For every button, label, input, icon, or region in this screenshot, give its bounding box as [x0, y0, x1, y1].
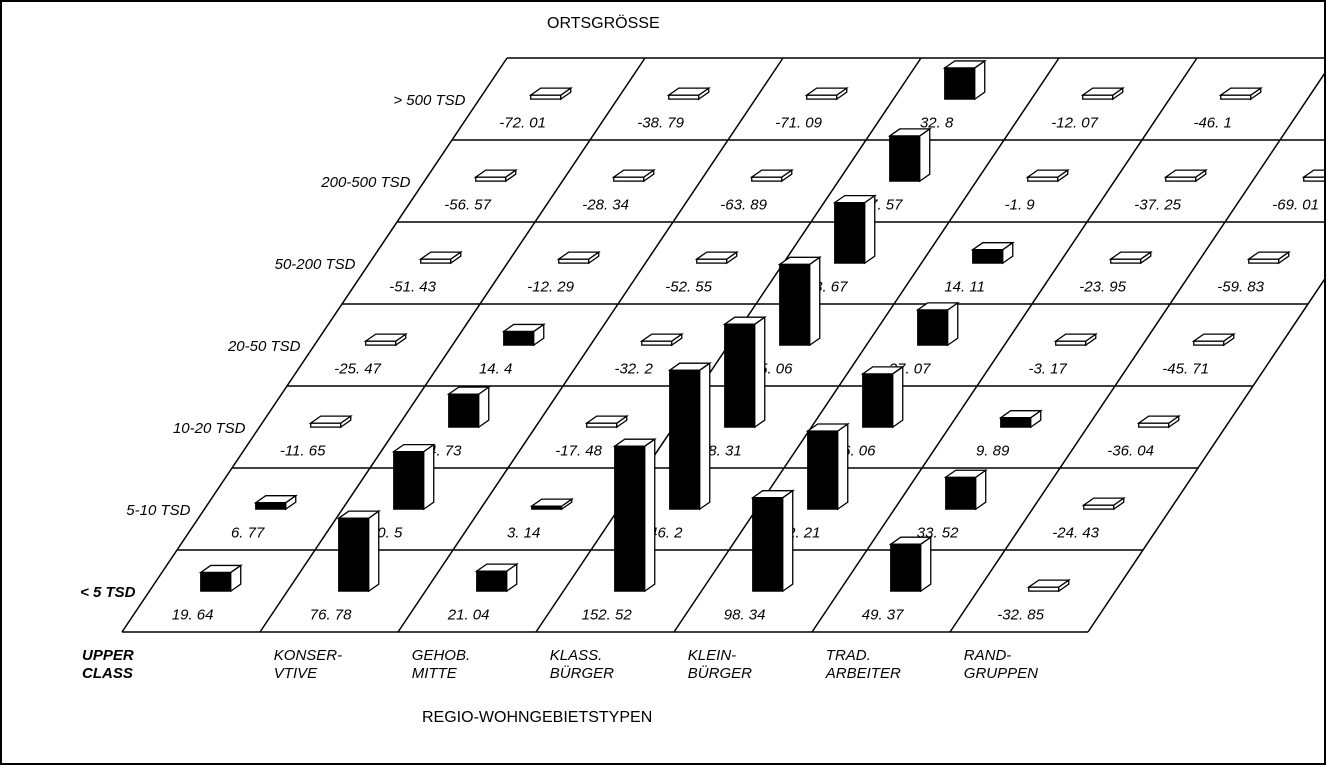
column-label: TRAD.	[826, 647, 871, 664]
cell-value: 9. 89	[976, 442, 1010, 459]
cell-value: -72. 01	[499, 114, 546, 131]
cell-value: -45. 71	[1162, 360, 1209, 377]
column-label: KONSER-	[274, 647, 342, 664]
column-label: KLEIN-	[688, 647, 736, 664]
row-label: 5-10 TSD	[126, 502, 190, 519]
column-label: BÜRGER	[550, 664, 614, 682]
cell-value: -28. 34	[582, 196, 629, 213]
cell-value: 3. 14	[507, 524, 540, 541]
cell-value: -11. 65	[280, 442, 326, 459]
chart-frame: -72. 01-38. 79-71. 0932. 8-12. 07-46. 1-…	[0, 0, 1326, 765]
cell-value: 152. 52	[582, 606, 633, 623]
cell-value: 14. 4	[479, 360, 512, 377]
corner-label: CLASS	[82, 665, 133, 682]
cell-value: -63. 89	[720, 196, 767, 213]
row-label: 10-20 TSD	[173, 420, 246, 437]
column-label: ARBEITER	[825, 665, 901, 682]
cell-value: 6. 77	[231, 524, 265, 541]
cell-value: -56. 57	[444, 196, 491, 213]
cell-value: -1. 9	[1005, 196, 1036, 213]
cell-value: 19. 64	[172, 606, 214, 623]
cell-value: -51. 43	[389, 278, 436, 295]
cell-value: 14. 11	[944, 278, 985, 295]
cell-value: -38. 79	[637, 114, 684, 131]
column-label: GRUPPEN	[964, 665, 1038, 682]
cell-value: -37. 25	[1134, 196, 1181, 213]
column-label: KLASS.	[550, 647, 603, 664]
cell-value: 98. 34	[724, 606, 766, 623]
column-label: MITTE	[412, 665, 458, 682]
cell-value: -36. 04	[1107, 442, 1154, 459]
cell-value: 76. 78	[310, 606, 352, 623]
cell-value: -24. 43	[1052, 524, 1099, 541]
row-label: < 5 TSD	[80, 584, 136, 601]
cell-value: -69. 01	[1272, 196, 1319, 213]
row-label: 20-50 TSD	[227, 338, 301, 355]
cell-value: 49. 37	[862, 606, 904, 623]
cell-value: -17. 48	[555, 442, 602, 459]
chart-svg: -72. 01-38. 79-71. 0932. 8-12. 07-46. 1-…	[2, 2, 1324, 763]
column-label: BÜRGER	[688, 664, 752, 682]
cell-value: -32. 2	[614, 360, 653, 377]
cell-value: -23. 95	[1079, 278, 1126, 295]
column-label: VTIVE	[274, 665, 318, 682]
cell-value: -32. 85	[997, 606, 1044, 623]
column-label: GEHOB.	[412, 647, 470, 664]
row-label: > 500 TSD	[393, 92, 465, 109]
cell-value: -52. 55	[665, 278, 712, 295]
cell-value: -25. 47	[334, 360, 381, 377]
column-label: RAND-	[964, 647, 1012, 664]
cell-value: -71. 09	[775, 114, 822, 131]
row-label: 200-500 TSD	[320, 174, 410, 191]
cell-value: -12. 07	[1051, 114, 1098, 131]
cell-value: -12. 29	[527, 278, 574, 295]
cell-value: -3. 17	[1028, 360, 1067, 377]
corner-label: UPPER	[82, 647, 134, 664]
row-label: 50-200 TSD	[275, 256, 356, 273]
cell-value: -46. 1	[1193, 114, 1231, 131]
top-axis-title: ORTSGRÖSSE	[547, 14, 660, 32]
cell-value: -59. 83	[1217, 278, 1264, 295]
bottom-axis-title: REGIO-WOHNGEBIETSTYPEN	[422, 709, 652, 726]
cell-value: 21. 04	[447, 606, 490, 623]
